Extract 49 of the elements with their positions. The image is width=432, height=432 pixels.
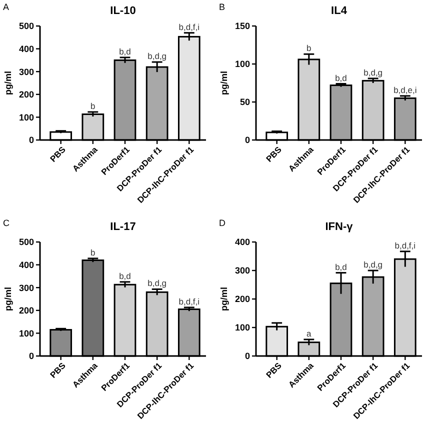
annotation: b,d: [335, 262, 348, 272]
text: C: [3, 218, 10, 228]
y-axis-title: pg/ml: [219, 71, 229, 95]
y-tick-label: 200: [18, 306, 34, 316]
y-tick-label: 0: [28, 351, 34, 362]
y-tick-label: 400: [234, 237, 250, 248]
y-axis-title: pg/ml: [3, 287, 13, 311]
y-axis-title: pg/ml: [3, 71, 13, 95]
chart-title: IFN-γ: [325, 221, 354, 233]
y-axis-title: pg/ml: [219, 287, 229, 311]
y-tick-label: 200: [234, 294, 250, 304]
annotation: b,d: [119, 270, 132, 281]
y-tick-label: 300: [234, 266, 250, 276]
chart-title: IL-10: [110, 5, 136, 17]
y-tick-label: 0: [244, 351, 250, 362]
annotation: b,d,f,i: [178, 296, 200, 306]
y-tick-label: 0: [244, 135, 250, 146]
annotation: b: [306, 43, 312, 54]
annotation: b,d,g: [364, 67, 383, 78]
y-tick-label: 200: [18, 90, 34, 100]
annotation: b,d,g: [364, 260, 383, 270]
annotation: b,d: [119, 46, 132, 56]
text: D: [219, 218, 226, 228]
annotation: b,d: [335, 72, 348, 83]
annotation: a: [306, 328, 312, 338]
chart-title: IL4: [331, 5, 348, 17]
annotation: b,d,f,i: [394, 240, 416, 250]
text: B: [219, 2, 226, 12]
annotation: b,d,g: [148, 278, 167, 288]
annotation: b,d,g: [148, 51, 167, 62]
text: A: [3, 2, 10, 12]
y-tick-label: 300: [18, 282, 34, 293]
y-tick-label: 400: [18, 44, 34, 54]
annotation: b: [90, 247, 96, 258]
y-tick-label: 100: [234, 59, 250, 70]
chart-title: IL-17: [110, 221, 136, 233]
annotation: b: [90, 100, 96, 111]
y-tick-label: 150: [234, 21, 250, 32]
y-tick-label: 100: [234, 322, 250, 333]
y-tick-label: 100: [18, 328, 34, 338]
y-tick-label: 300: [18, 66, 34, 77]
y-tick-label: 0: [28, 135, 34, 146]
y-tick-label: 500: [18, 237, 34, 248]
annotation: b,d,f,i: [178, 22, 200, 32]
y-tick-label: 400: [18, 260, 34, 270]
y-tick-label: 50: [240, 97, 250, 108]
y-tick-label: 500: [18, 21, 34, 32]
annotation: b,d,e,i: [394, 84, 417, 95]
y-tick-label: 100: [18, 112, 34, 122]
